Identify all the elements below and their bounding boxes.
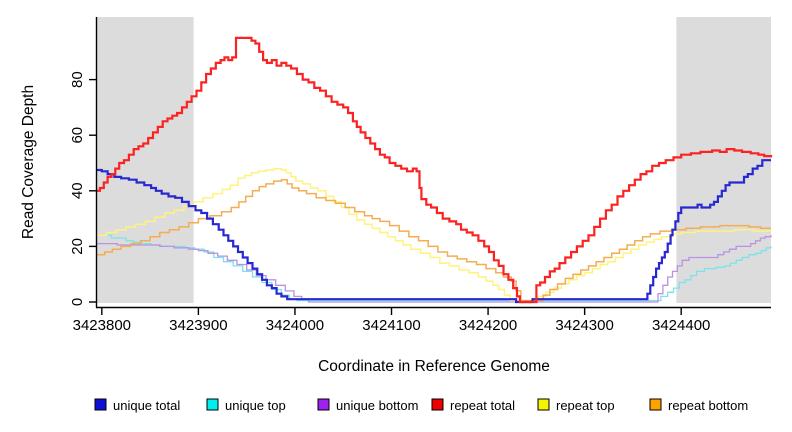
series-line-repeat-top <box>97 167 771 302</box>
series-line-repeat-total <box>97 36 773 304</box>
series-line-unique-top <box>97 234 772 302</box>
shaded-region-right-flank <box>676 17 771 303</box>
x-tick-label: 3424100 <box>362 317 420 334</box>
x-tick-label: 3424200 <box>459 317 517 334</box>
legend-label-repeat-total: repeat total <box>450 398 515 413</box>
series-line-unique-total <box>97 159 771 304</box>
shaded-regions <box>97 17 771 303</box>
series-line-repeat-bottom <box>97 178 771 302</box>
legend-label-repeat-bottom: repeat bottom <box>668 398 748 413</box>
y-tick-label: 0 <box>69 298 86 306</box>
legend-swatch-unique-bottom <box>317 398 330 411</box>
y-axis-title: Read Coverage Depth <box>20 85 37 239</box>
x-tick-label: 3424000 <box>266 317 324 334</box>
legend-label-unique-bottom: unique bottom <box>336 398 418 413</box>
legend: unique total unique top unique bottom repea… <box>94 398 748 413</box>
y-tick-label: 40 <box>69 182 86 199</box>
series-lines <box>97 36 773 304</box>
legend-swatch-unique-top <box>206 398 219 411</box>
legend-swatch-repeat-bottom <box>649 398 662 411</box>
legend-swatch-repeat-top <box>537 398 550 411</box>
y-tick-label: 60 <box>69 127 86 144</box>
x-axis-title: Coordinate in Reference Genome <box>318 358 550 375</box>
y-tick-label: 20 <box>69 238 86 255</box>
legend-label-unique-top: unique top <box>225 398 286 413</box>
x-tick-label: 3423900 <box>169 317 227 334</box>
x-tick-label: 3424400 <box>652 317 710 334</box>
legend-swatch-repeat-total <box>431 398 444 411</box>
x-tick-label: 3424300 <box>555 317 613 334</box>
y-tick-label: 80 <box>69 71 86 88</box>
shaded-region-left-flank <box>97 17 194 303</box>
legend-label-unique-total: unique total <box>113 398 180 413</box>
axes: 0 20 40 60 80 3423800 3423900 3424000 3424100 342… <box>69 17 771 334</box>
x-tick-label: 3423800 <box>73 317 131 334</box>
legend-label-repeat-top: repeat top <box>556 398 615 413</box>
legend-swatch-unique-total <box>94 398 107 411</box>
